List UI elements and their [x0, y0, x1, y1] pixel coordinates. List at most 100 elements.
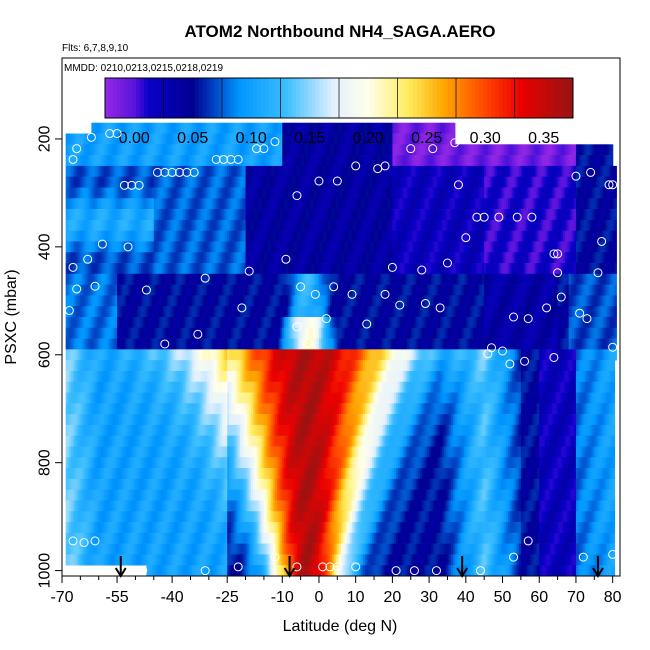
heat-cell [265, 252, 269, 264]
heat-cell [430, 155, 434, 167]
heat-cell [144, 241, 148, 253]
heat-cell [386, 219, 390, 231]
heat-cell [410, 263, 414, 275]
heat-cell [225, 176, 228, 188]
heat-cell [520, 230, 524, 242]
heat-cell [188, 133, 192, 145]
heat-cell [418, 219, 421, 231]
heat-cell [577, 144, 581, 156]
heat-cell [195, 209, 199, 221]
heat-cell [575, 155, 579, 167]
heat-cell [227, 187, 230, 199]
heat-cell [151, 155, 155, 167]
heat-cell [320, 198, 324, 210]
heat-cell [140, 198, 144, 210]
heat-cell [73, 165, 76, 178]
heat-cell [256, 122, 260, 134]
heat-cell [210, 219, 214, 231]
heat-cell [493, 252, 496, 264]
heat-cell [429, 187, 432, 199]
heat-cell [561, 219, 564, 231]
heat-cell [293, 263, 296, 275]
heat-cell [133, 252, 137, 264]
heat-cell [597, 155, 601, 167]
heat-cell [366, 165, 370, 178]
heat-cell [397, 263, 401, 275]
heat-cell [100, 252, 103, 264]
heat-cell [463, 219, 467, 231]
heat-cell [504, 263, 507, 275]
heat-cell [120, 263, 124, 275]
heat-cell [328, 198, 331, 210]
heat-cell [489, 263, 493, 275]
heat-cell [577, 263, 581, 275]
heat-cell [530, 144, 533, 156]
heat-cell [342, 230, 346, 242]
heat-cell [207, 273, 210, 285]
heat-cell [478, 273, 482, 285]
heat-cell [537, 241, 540, 253]
heat-cell [188, 198, 192, 210]
heat-cell [100, 273, 103, 285]
heat-cell [289, 155, 293, 167]
heat-cell [436, 144, 439, 156]
heat-cell [287, 198, 291, 210]
heat-cell [471, 241, 474, 253]
heat-cell [162, 198, 166, 210]
heat-cell [487, 241, 491, 253]
heat-cell [577, 219, 581, 231]
heat-cell [262, 133, 265, 145]
heat-cell [333, 230, 337, 242]
heat-cell [262, 122, 265, 134]
heat-cell [195, 187, 199, 199]
heat-cell [401, 122, 405, 134]
heat-cell [168, 165, 171, 178]
heat-cell [526, 198, 529, 210]
heat-cell [425, 209, 428, 221]
heat-cell [508, 144, 511, 156]
heat-cell [520, 155, 524, 167]
heat-cell [172, 230, 175, 242]
heat-cell [195, 155, 199, 167]
heat-cell [184, 273, 188, 285]
heat-cell [296, 122, 300, 134]
heat-cell [579, 187, 583, 199]
heat-cell [449, 144, 452, 156]
heat-cell [166, 144, 170, 156]
heat-cell [471, 176, 474, 188]
heat-cell [524, 198, 527, 210]
heat-cell [280, 176, 283, 188]
heat-cell [296, 230, 300, 242]
heat-cell [223, 209, 226, 221]
heat-cell [137, 219, 140, 231]
heat-cell [484, 252, 487, 264]
heat-cell [443, 241, 447, 253]
heat-cell [120, 241, 124, 253]
heat-cell [181, 144, 184, 156]
heat-cell [205, 165, 208, 178]
heat-cell [221, 187, 225, 199]
heat-cell [480, 187, 483, 199]
heat-cell [531, 241, 535, 253]
heat-cell [513, 219, 516, 231]
heat-cell [306, 198, 309, 210]
heat-cell [544, 241, 548, 253]
heat-cell [458, 219, 461, 231]
heat-cell [548, 187, 551, 199]
heat-cell [223, 219, 226, 231]
heat-cell [181, 133, 184, 145]
heat-cell [577, 241, 581, 253]
heat-cell [337, 144, 340, 156]
heat-cell [280, 165, 283, 178]
heat-cell [306, 122, 309, 134]
heat-cell [610, 219, 614, 231]
heat-cell [186, 187, 190, 199]
heat-cell [313, 122, 316, 134]
heat-cell [269, 144, 272, 156]
heat-cell [276, 252, 280, 264]
heat-cell [85, 155, 89, 167]
heat-cell [568, 144, 572, 156]
heat-cell [311, 241, 315, 253]
heat-cell [76, 198, 80, 210]
heat-cell [469, 155, 472, 167]
